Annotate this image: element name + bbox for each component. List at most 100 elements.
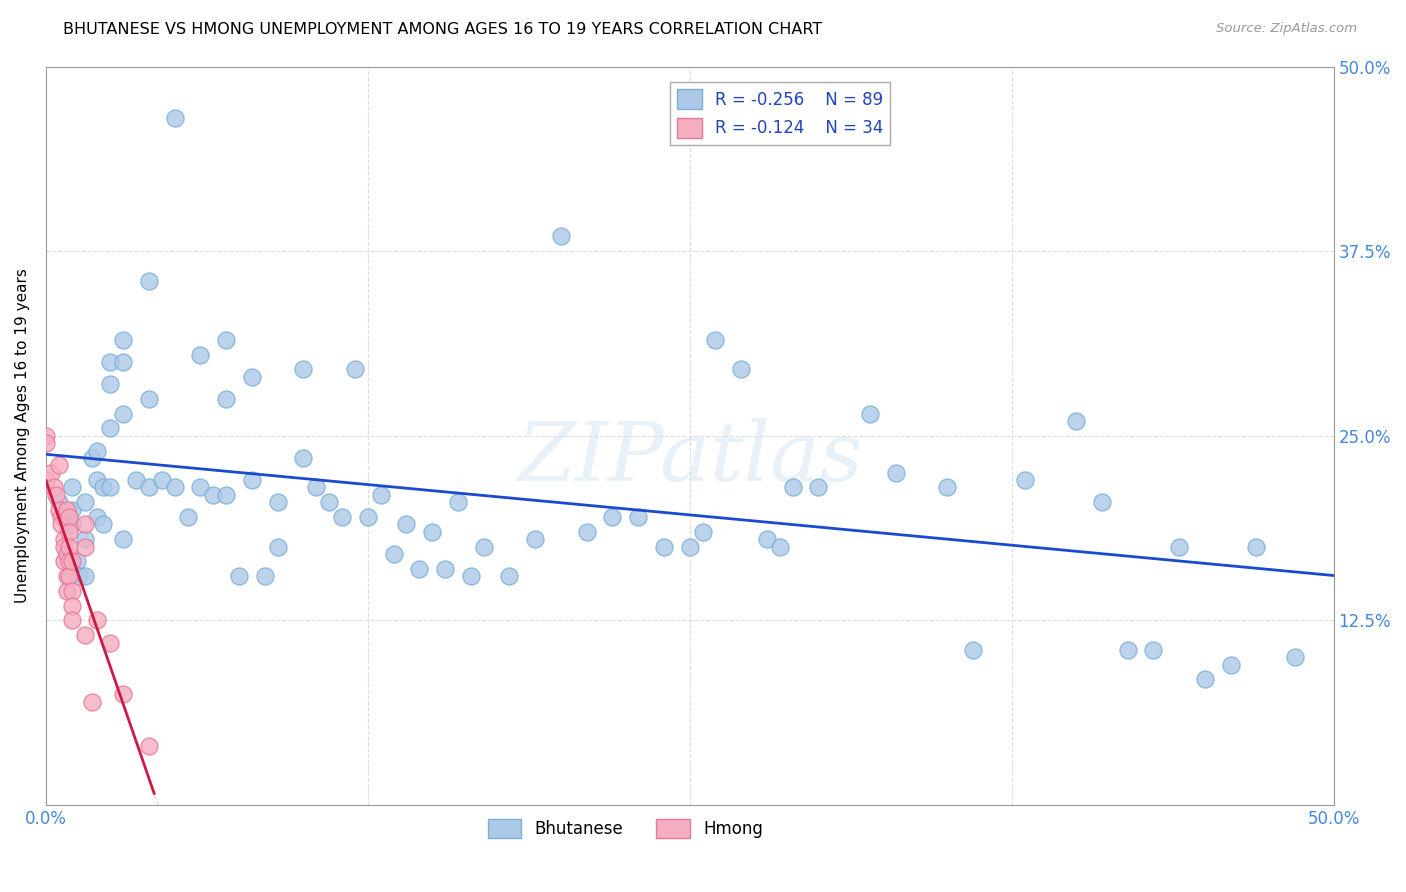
Point [58, 540, 80, 554]
Point [98, 635, 121, 649]
Point [60, 517, 83, 532]
Point [73, 628, 96, 642]
Point [58, 554, 80, 568]
Point [138, 739, 160, 753]
Point [575, 524, 598, 539]
Point [370, 488, 392, 502]
Point [58, 569, 80, 583]
Point [627, 510, 650, 524]
Point [692, 524, 714, 539]
Point [330, 510, 353, 524]
Point [45, 488, 67, 502]
Point [86, 473, 108, 487]
Point [215, 333, 238, 347]
Point [704, 333, 727, 347]
Point [35, 436, 58, 450]
Point [240, 473, 263, 487]
Point [228, 569, 250, 583]
Point [550, 229, 572, 244]
Point [1194, 673, 1216, 687]
Point [42, 481, 65, 495]
Point [408, 562, 430, 576]
Point [138, 274, 160, 288]
Point [98, 377, 121, 392]
Point [176, 510, 198, 524]
Point [58, 524, 80, 539]
Point [1014, 473, 1036, 487]
Point [53, 554, 76, 568]
Point [190, 481, 212, 495]
Point [1064, 414, 1087, 428]
Point [460, 569, 482, 583]
Point [35, 429, 58, 443]
Point [86, 443, 108, 458]
Point [51, 517, 73, 532]
Point [55, 502, 77, 516]
Point [382, 547, 405, 561]
Point [267, 540, 290, 554]
Point [55, 583, 77, 598]
Point [395, 517, 418, 532]
Point [60, 481, 83, 495]
Point [138, 481, 160, 495]
Point [240, 369, 263, 384]
Point [98, 421, 121, 435]
Point [1168, 540, 1191, 554]
Point [652, 540, 675, 554]
Point [138, 392, 160, 406]
Point [73, 495, 96, 509]
Point [48, 502, 70, 516]
Point [1116, 643, 1139, 657]
Point [215, 488, 238, 502]
Point [524, 532, 547, 546]
Point [86, 510, 108, 524]
Point [73, 532, 96, 546]
Point [756, 532, 779, 546]
Point [55, 547, 77, 561]
Point [769, 540, 792, 554]
Point [53, 532, 76, 546]
Point [112, 687, 135, 701]
Point [60, 554, 83, 568]
Point [112, 333, 135, 347]
Point [434, 562, 457, 576]
Point [602, 510, 624, 524]
Point [807, 481, 830, 495]
Point [91, 481, 114, 495]
Point [292, 362, 315, 376]
Point [498, 569, 520, 583]
Point [98, 355, 121, 369]
Point [472, 540, 495, 554]
Point [35, 473, 58, 487]
Point [1284, 650, 1306, 665]
Point [962, 643, 984, 657]
Y-axis label: Unemployment Among Ages 16 to 19 years: Unemployment Among Ages 16 to 19 years [15, 268, 30, 603]
Point [60, 599, 83, 613]
Point [73, 517, 96, 532]
Text: ZIPatlas: ZIPatlas [517, 418, 862, 498]
Point [69, 569, 91, 583]
Point [53, 540, 76, 554]
Point [112, 355, 135, 369]
Point [267, 495, 290, 509]
Point [447, 495, 470, 509]
Point [73, 569, 96, 583]
Point [51, 510, 73, 524]
Point [202, 488, 225, 502]
Point [82, 450, 104, 465]
Text: Source: ZipAtlas.com: Source: ZipAtlas.com [1216, 22, 1357, 36]
Point [55, 510, 77, 524]
Point [343, 362, 366, 376]
Point [98, 481, 121, 495]
Point [357, 510, 380, 524]
Point [420, 524, 443, 539]
Legend: Bhutanese, Hmong: Bhutanese, Hmong [481, 812, 769, 845]
Point [884, 466, 907, 480]
Point [318, 495, 340, 509]
Point [292, 450, 315, 465]
Point [55, 569, 77, 583]
Point [82, 695, 104, 709]
Point [48, 495, 70, 509]
Point [1091, 495, 1114, 509]
Point [190, 348, 212, 362]
